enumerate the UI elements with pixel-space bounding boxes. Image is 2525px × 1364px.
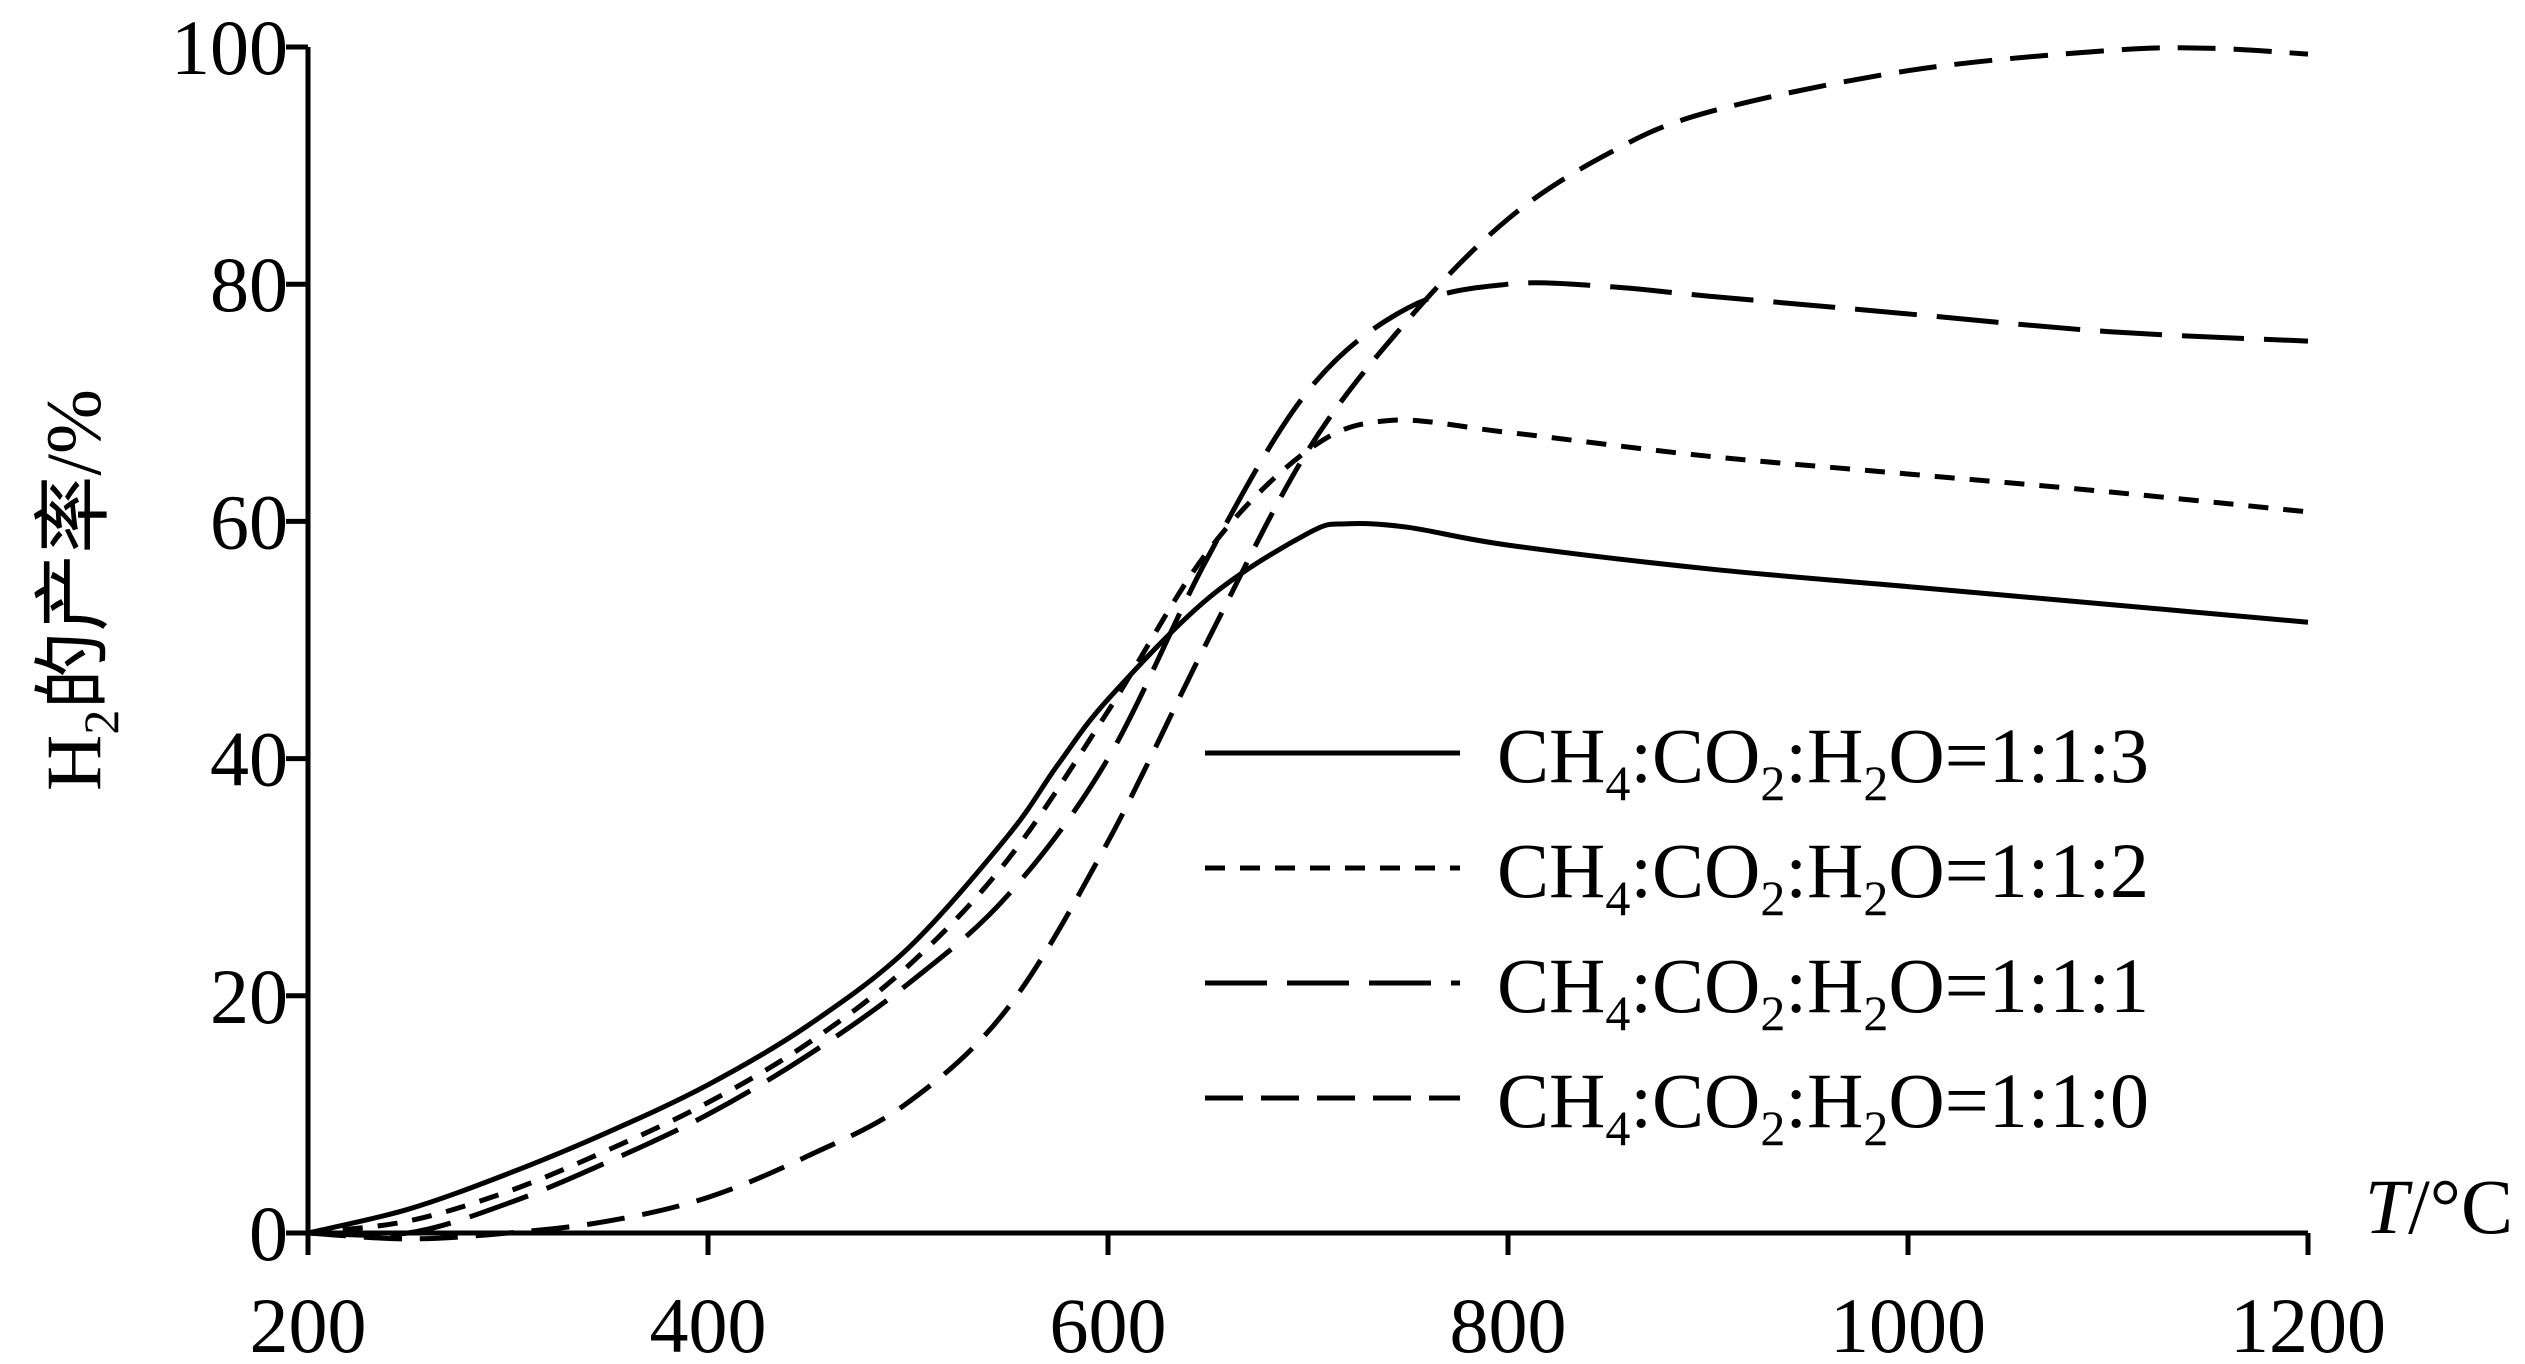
- series-line-4: [307, 45, 2309, 1242]
- y-tick-label: 100: [171, 4, 288, 91]
- legend-label-4: CH4:CO2:H2O=1:1:0: [1497, 1057, 2149, 1156]
- legend-label-2: CH4:CO2:H2O=1:1:2: [1497, 827, 2149, 926]
- y-tick-label: 60: [210, 478, 288, 565]
- axis-titles: T/°C H2的产率/%: [30, 389, 2513, 1250]
- series-line-3: [307, 280, 2309, 1238]
- x-tick-label: 800: [1450, 1282, 1567, 1364]
- x-tick-label: 1200: [2230, 1282, 2386, 1364]
- y-tick-label: 80: [210, 241, 288, 328]
- legend-label-3: CH4:CO2:H2O=1:1:1: [1497, 942, 2149, 1041]
- legend: CH4:CO2:H2O=1:1:3 CH4:CO2:H2O=1:1:2 CH4:CO…: [1205, 712, 2149, 1156]
- y-tick-label: 0: [249, 1190, 288, 1277]
- y-tick-label: 20: [210, 953, 288, 1040]
- x-tick-label: 600: [1050, 1282, 1167, 1364]
- series-line-1: [307, 520, 2309, 1236]
- series-lines: [307, 45, 2309, 1242]
- x-axis-title: T/°C: [2365, 1163, 2513, 1250]
- y-tick-label: 40: [210, 716, 288, 803]
- axes: 200 400 600 800 1000 1200 0 20 40 60 80 100: [171, 4, 2386, 1364]
- legend-label-1: CH4:CO2:H2O=1:1:3: [1497, 712, 2149, 811]
- x-tick-label: 400: [650, 1282, 767, 1364]
- x-tick-label: 1000: [1830, 1282, 1986, 1364]
- x-tick-label: 200: [250, 1282, 367, 1364]
- y-axis-title: H2的产率/%: [30, 389, 129, 791]
